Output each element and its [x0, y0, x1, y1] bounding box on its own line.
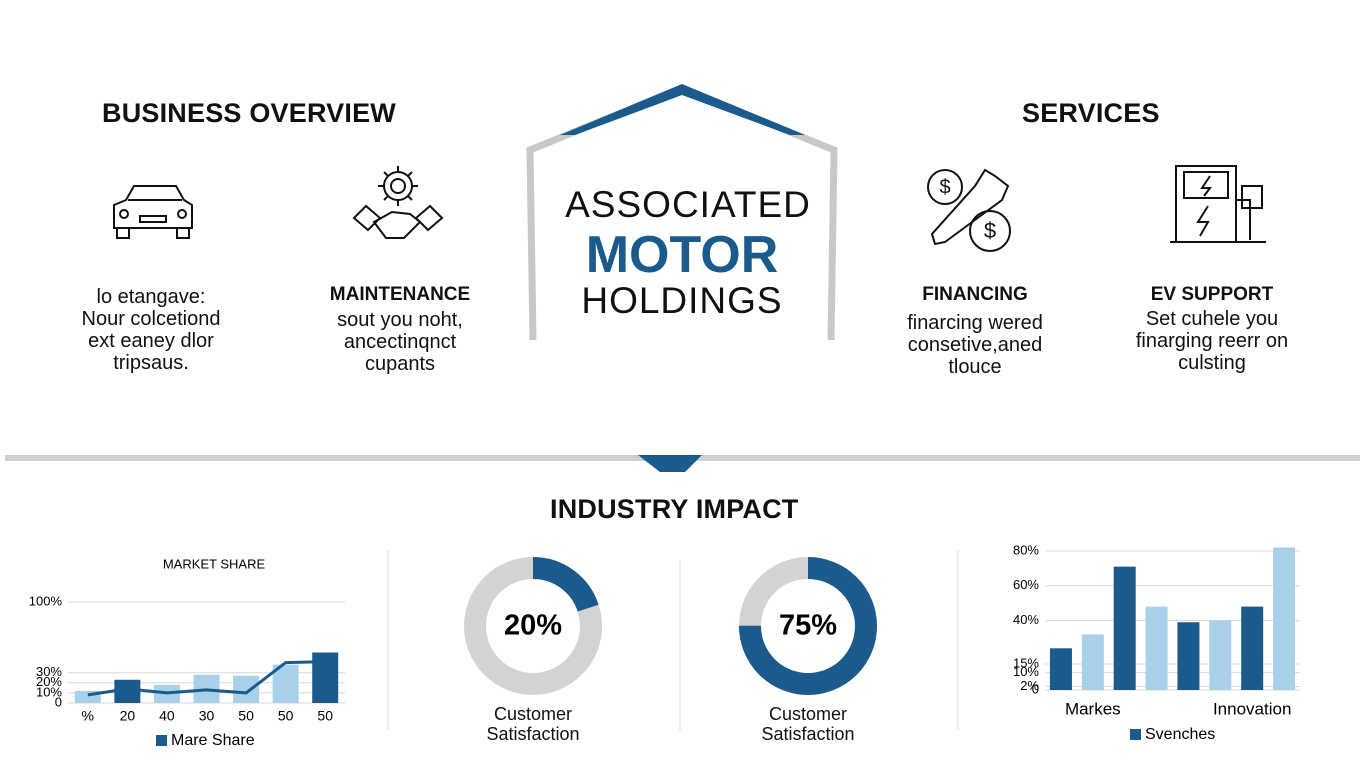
bar	[312, 652, 339, 703]
x-tick-label: 50	[278, 708, 294, 724]
bar	[1209, 620, 1232, 690]
y-tick-label: 60%	[1013, 577, 1039, 592]
maintenance-icon	[352, 166, 444, 239]
bar	[1145, 606, 1168, 690]
x-tick-label: 50	[317, 708, 333, 724]
bar	[1113, 566, 1136, 690]
y-tick-label: 0	[55, 694, 62, 709]
item-text: finarcing wered consetive,aned tlouce	[855, 312, 1095, 378]
svg-text:$: $	[939, 176, 950, 198]
y-tick-label: 2%	[1020, 678, 1039, 693]
text-line: finarging reerr on	[1135, 330, 1289, 352]
x-tick-label: 20	[120, 708, 136, 724]
logo-roof	[560, 84, 805, 135]
item-title: MAINTENANCE	[329, 284, 471, 305]
y-tick-label: 20%	[36, 674, 62, 689]
y-tick-label: 15%	[1013, 655, 1039, 670]
text-line: lo etangave:	[96, 286, 206, 308]
legend-label: Svenches	[1145, 726, 1215, 743]
text-line: ancectinqnct	[343, 331, 457, 353]
item-title: FINANCING	[922, 284, 1028, 305]
bar	[1081, 634, 1104, 690]
text-line: cupants	[364, 353, 436, 375]
y-tick-label: 40%	[1013, 612, 1039, 627]
financing-icon: $ $	[927, 168, 1011, 252]
donut-label: Customer Satisfaction	[761, 704, 855, 744]
donut-arc	[464, 557, 602, 695]
x-tick-label: Innovation	[1213, 699, 1291, 718]
bar	[114, 679, 141, 703]
line	[87, 660, 326, 697]
text-line: sout you noht,	[337, 309, 463, 331]
x-tick-label: 30	[199, 708, 215, 724]
bar	[1241, 606, 1264, 690]
legend-swatch	[156, 735, 167, 746]
text-line: tripsaus.	[113, 352, 189, 374]
donut-arc	[739, 557, 877, 695]
x-tick-label: 40	[159, 708, 175, 724]
x-tick-label: %	[82, 708, 94, 724]
donut-label: Customer Satisfaction	[486, 704, 580, 744]
logo-line: HOLDINGS	[581, 280, 783, 321]
ev-icon	[1170, 165, 1266, 243]
legend-label: Mare Share	[171, 732, 255, 749]
item-text: Set cuhele you finarging reerr on culsting	[1092, 308, 1332, 374]
y-tick-label: 80%	[1013, 542, 1039, 557]
item-text: lo etangave: Nour colcetiond ext eaney dlo…	[31, 286, 271, 374]
y-tick-label: 0	[1032, 681, 1039, 696]
text-line: consetive,aned	[907, 334, 1043, 356]
svg-text:$: $	[984, 218, 996, 243]
chart-title: MARKET SHARE	[163, 556, 266, 571]
text-line: culsting	[1178, 352, 1246, 374]
text-line: ext eaney dlor	[88, 330, 214, 352]
bar	[1177, 622, 1200, 690]
logo-line: MOTOR	[585, 226, 779, 284]
bar	[233, 675, 260, 703]
text-line: Nour colcetiond	[81, 308, 221, 330]
text-line: finarcing wered	[907, 312, 1043, 334]
donut-value: 75%	[779, 610, 837, 642]
logo-line: ASSOCIATED	[565, 184, 811, 225]
section-title: SERVICES	[1022, 98, 1160, 128]
item-text: sout you noht, ancectinqnct cupants	[280, 309, 520, 375]
x-tick-label: Markes	[1065, 699, 1121, 718]
section-title: BUSINESS OVERVIEW	[102, 98, 396, 128]
y-tick-label: 100%	[29, 593, 63, 608]
donut-value: 20%	[504, 610, 562, 642]
bar	[1273, 547, 1296, 690]
y-tick-label: 10%	[36, 684, 62, 699]
item-title: EV SUPPORT	[1150, 284, 1274, 305]
y-tick-label: 10%	[1013, 664, 1039, 679]
text-line: tlouce	[948, 356, 1002, 378]
bar	[1049, 648, 1072, 690]
legend-swatch	[1130, 729, 1141, 740]
text-line: Set cuhele you	[1145, 308, 1279, 330]
divider-marker	[638, 455, 702, 472]
x-tick-label: 50	[238, 708, 254, 724]
y-tick-label: 30%	[36, 664, 62, 679]
car-icon	[113, 185, 193, 239]
section-title: INDUSTRY IMPACT	[550, 494, 799, 524]
